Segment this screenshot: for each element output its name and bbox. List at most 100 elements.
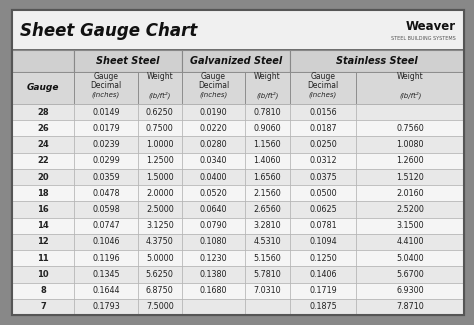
Text: 0.0790: 0.0790 xyxy=(200,221,228,230)
Text: 0.1345: 0.1345 xyxy=(92,270,120,279)
Text: 0.0280: 0.0280 xyxy=(200,140,228,149)
Text: 0.0500: 0.0500 xyxy=(309,189,337,198)
Bar xyxy=(245,120,290,136)
Text: 0.1250: 0.1250 xyxy=(309,254,337,263)
Bar xyxy=(356,136,464,153)
Text: Weaver: Weaver xyxy=(406,20,456,33)
Bar xyxy=(74,153,137,169)
Text: Sheet Steel: Sheet Steel xyxy=(96,56,160,66)
Text: 20: 20 xyxy=(37,173,49,182)
Bar xyxy=(290,104,356,120)
Bar xyxy=(137,153,182,169)
Text: 0.0359: 0.0359 xyxy=(92,173,120,182)
Bar xyxy=(74,266,137,282)
Bar xyxy=(182,104,245,120)
Text: 1.2600: 1.2600 xyxy=(396,156,424,165)
Bar xyxy=(182,282,245,299)
Bar xyxy=(12,169,74,185)
Bar xyxy=(290,282,356,299)
Bar xyxy=(74,234,137,250)
Text: (lb/ft²): (lb/ft²) xyxy=(399,91,421,98)
Bar xyxy=(245,185,290,202)
Bar xyxy=(356,218,464,234)
Bar xyxy=(245,169,290,185)
Text: Gauge: Gauge xyxy=(201,72,226,81)
Text: 6.8750: 6.8750 xyxy=(146,286,173,295)
Bar xyxy=(182,185,245,202)
Bar xyxy=(245,266,290,282)
Bar xyxy=(182,218,245,234)
Bar xyxy=(74,120,137,136)
Text: 5.6250: 5.6250 xyxy=(146,270,174,279)
Text: Gauge: Gauge xyxy=(310,72,336,81)
Bar xyxy=(74,104,137,120)
Text: 1.0000: 1.0000 xyxy=(146,140,173,149)
Text: (inches): (inches) xyxy=(200,92,228,98)
Text: 0.7560: 0.7560 xyxy=(396,124,424,133)
Text: 0.9060: 0.9060 xyxy=(254,124,281,133)
Bar xyxy=(74,72,137,104)
Bar xyxy=(356,202,464,218)
Text: 0.1094: 0.1094 xyxy=(309,238,337,246)
Bar xyxy=(137,234,182,250)
Bar xyxy=(74,218,137,234)
Text: 0.0625: 0.0625 xyxy=(309,205,337,214)
Text: 2.5000: 2.5000 xyxy=(146,205,173,214)
Bar xyxy=(12,282,74,299)
Text: 0.7810: 0.7810 xyxy=(254,108,281,117)
Text: 7.0310: 7.0310 xyxy=(254,286,281,295)
Text: 1.4060: 1.4060 xyxy=(254,156,281,165)
Text: 1.5120: 1.5120 xyxy=(396,173,424,182)
Text: 16: 16 xyxy=(37,205,49,214)
Text: 7.5000: 7.5000 xyxy=(146,302,173,311)
Text: 4.5310: 4.5310 xyxy=(254,238,281,246)
Bar xyxy=(182,299,245,315)
Bar xyxy=(290,202,356,218)
Bar xyxy=(182,136,245,153)
Text: 3.1500: 3.1500 xyxy=(396,221,424,230)
Text: Weight: Weight xyxy=(397,72,424,81)
Bar xyxy=(12,185,74,202)
Text: 3.2810: 3.2810 xyxy=(254,221,281,230)
Bar xyxy=(74,169,137,185)
Bar xyxy=(182,234,245,250)
Text: Weight: Weight xyxy=(254,72,281,81)
Bar xyxy=(290,266,356,282)
Bar xyxy=(290,50,464,72)
Text: 22: 22 xyxy=(37,156,49,165)
Bar xyxy=(74,202,137,218)
Text: 0.0340: 0.0340 xyxy=(200,156,228,165)
Bar xyxy=(74,185,137,202)
Bar xyxy=(356,266,464,282)
Text: 0.1680: 0.1680 xyxy=(200,286,228,295)
Text: 24: 24 xyxy=(37,140,49,149)
Bar xyxy=(182,266,245,282)
Text: Galvanized Steel: Galvanized Steel xyxy=(190,56,282,66)
Bar xyxy=(12,266,74,282)
Text: 0.0781: 0.0781 xyxy=(309,221,337,230)
Text: 8: 8 xyxy=(40,286,46,295)
Text: 0.0149: 0.0149 xyxy=(92,108,120,117)
Bar xyxy=(182,169,245,185)
Text: 0.0239: 0.0239 xyxy=(92,140,120,149)
Bar xyxy=(290,218,356,234)
Text: 0.1719: 0.1719 xyxy=(309,286,337,295)
Text: 0.1644: 0.1644 xyxy=(92,286,120,295)
Bar xyxy=(182,120,245,136)
Text: 0.1406: 0.1406 xyxy=(309,270,337,279)
Bar xyxy=(12,250,74,266)
Bar xyxy=(290,169,356,185)
Bar xyxy=(290,185,356,202)
Bar xyxy=(12,50,74,72)
Bar xyxy=(74,282,137,299)
Bar xyxy=(137,185,182,202)
Bar xyxy=(245,72,290,104)
Bar xyxy=(12,299,74,315)
Text: 0.0478: 0.0478 xyxy=(92,189,120,198)
Text: Gauge: Gauge xyxy=(27,84,59,93)
Bar xyxy=(12,153,74,169)
Text: (lb/ft²): (lb/ft²) xyxy=(149,91,171,98)
Bar xyxy=(356,72,464,104)
Bar xyxy=(356,282,464,299)
Bar xyxy=(245,153,290,169)
